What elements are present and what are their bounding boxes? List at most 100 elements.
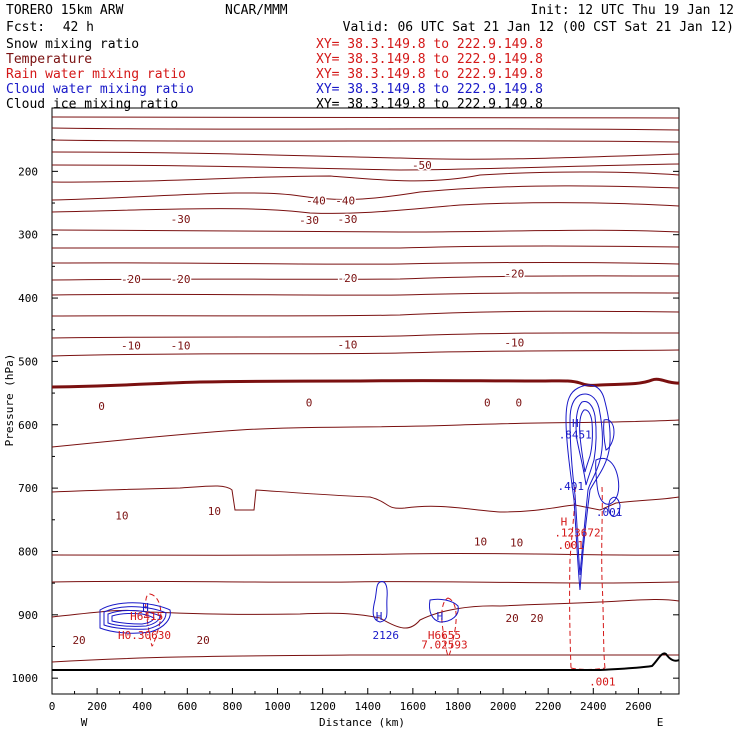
cloud-contour	[111, 612, 155, 625]
y-tick-label: 400	[18, 292, 38, 305]
legend-entry-label: Cloud water mixing ratio	[6, 82, 194, 97]
isotherm-line	[51, 116, 680, 119]
x-tick-label: 1800	[445, 700, 472, 713]
extremum-label: H6415	[130, 610, 163, 623]
extremum-label: .8451	[559, 428, 592, 441]
y-axis-label: Pressure (hPa)	[3, 354, 16, 447]
cloud-contour	[569, 393, 603, 576]
isotherm-line	[51, 202, 680, 214]
extremum-label: .123672	[554, 526, 600, 539]
legend-entry-xy: XY= 38.3.149.8 to 222.9.149.8	[316, 52, 543, 67]
isotherm-line	[51, 332, 680, 339]
y-tick-label: 800	[18, 545, 38, 558]
extremum-label: H	[572, 417, 579, 430]
legend-entry-label: Rain water mixing ratio	[6, 67, 186, 82]
isotherm-line	[51, 654, 680, 663]
isotherm-line	[51, 262, 680, 265]
isotherm-label: -20	[121, 273, 141, 286]
isotherm-label: 10	[510, 537, 523, 550]
extremum-label: .401	[557, 480, 584, 493]
isotherm-label: -40	[306, 194, 326, 207]
temperature-contours	[51, 116, 680, 663]
init-time: Init: 12 UTC Thu 19 Jan 12	[531, 3, 735, 18]
isotherm-line	[51, 310, 680, 317]
isotherm-label: 0	[98, 400, 105, 413]
x-tick-label: 1400	[355, 700, 382, 713]
extremum-label: H6655	[428, 629, 461, 642]
cloud-contour	[429, 598, 459, 623]
isotherm-line	[51, 580, 680, 584]
y-tick-label: 900	[18, 609, 38, 622]
y-tick-label: 600	[18, 419, 38, 432]
isotherm-line	[51, 151, 680, 160]
extremum-label: .001	[589, 675, 616, 688]
extremum-label: H	[376, 610, 383, 623]
x-tick-label: 800	[222, 700, 242, 713]
model-title: TORERO 15km ARW	[6, 3, 124, 18]
legend-entry-label: Snow mixing ratio	[6, 37, 139, 52]
isotherm-label: -10	[171, 340, 191, 353]
y-tick-label: 1000	[12, 672, 39, 685]
x-axis-label: Distance (km)	[319, 716, 405, 729]
isotherm-label: 20	[196, 634, 209, 647]
extremum-label: H	[561, 516, 568, 529]
x-tick-label: 2400	[580, 700, 607, 713]
zero-isotherm	[51, 377, 680, 389]
temperature-contour-labels: -50 -40 -40 -30 -30 -30 -20 -20 -20 -20 -10 -10 -10 -…	[71, 158, 545, 649]
y-tick-label: 500	[18, 355, 38, 368]
legend-entry-label: Cloud ice mixing ratio	[6, 97, 178, 112]
x-axis: 0 200 400 600 800 1000 1200 1400 1600 1800 2000 220…	[49, 688, 662, 713]
isotherm-line	[51, 485, 680, 513]
cloud-contour	[565, 384, 611, 591]
cloud-contour	[103, 606, 167, 630]
x-tick-label: 2200	[535, 700, 562, 713]
cloud-contour	[99, 602, 171, 634]
fcst-label: Fcst:	[6, 20, 45, 35]
isotherm-label: -20	[504, 267, 524, 280]
west-label: W	[81, 716, 88, 729]
x-tick-label: 200	[87, 700, 107, 713]
isotherm-line	[51, 127, 680, 131]
rain-contour	[601, 486, 606, 669]
isotherm-label: -30	[171, 213, 191, 226]
isotherm-line	[51, 552, 680, 556]
isotherm-line	[51, 229, 680, 233]
isotherm-line	[51, 275, 680, 281]
isotherm-label: -30	[338, 213, 358, 226]
x-tick-label: 1600	[400, 700, 427, 713]
isotherm-label: -20	[338, 272, 358, 285]
isotherm-label: -50	[412, 159, 432, 172]
isotherm-label: -20	[171, 273, 191, 286]
isotherm-label: 0	[516, 397, 523, 410]
rain-contour	[145, 593, 162, 647]
isotherm-label: 20	[530, 612, 543, 625]
x-tick-label: 2600	[625, 700, 652, 713]
isotherm-line	[51, 598, 680, 629]
legend-entry-xy: XY= 38.3.149.8 to 222.9.149.8	[316, 97, 543, 112]
isotherm-label: -30	[299, 214, 319, 227]
y-tick-label: 700	[18, 482, 38, 495]
terrain-line	[52, 652, 680, 671]
extremum-label: .001	[557, 539, 584, 552]
isotherm-line	[51, 139, 680, 143]
x-tick-label: 1200	[309, 700, 336, 713]
x-tick-label: 2000	[490, 700, 517, 713]
x-tick-label: 0	[49, 700, 56, 713]
y-tick-label: 200	[18, 165, 38, 178]
isotherm-label: -40	[335, 194, 355, 207]
org-title: NCAR/MMM	[225, 3, 288, 18]
cloud-contour	[372, 581, 388, 623]
extremum-label: 2126	[373, 629, 400, 642]
isotherm-line	[51, 171, 680, 183]
cloud-contour	[603, 419, 615, 451]
header: TORERO 15km ARW NCAR/MMM Init: 12 UTC Th…	[6, 3, 734, 35]
max-annotations: HH6415H0.30630H2126HH66557.02593H.8451.4…	[118, 417, 622, 688]
isotherm-label: 10	[208, 505, 221, 518]
isotherm-label: 10	[474, 535, 487, 548]
isotherm-line	[51, 349, 680, 357]
legend-entry-label: Temperature	[6, 52, 92, 67]
valid-time: Valid: 06 UTC Sat 21 Jan 12 (00 CST Sat …	[343, 20, 734, 35]
isotherm-line	[51, 245, 680, 249]
